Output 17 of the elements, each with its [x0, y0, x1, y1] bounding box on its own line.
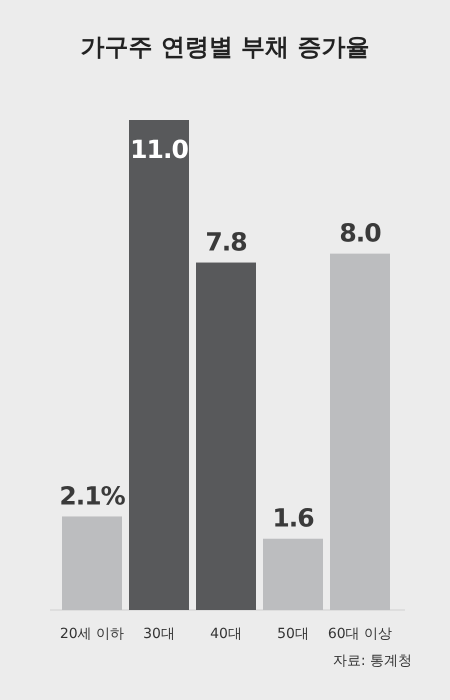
x-tick-label: 60대 이상 — [328, 626, 392, 642]
bar — [62, 516, 122, 610]
x-tick-label: 30대 — [143, 626, 175, 642]
x-tick-label: 50대 — [277, 626, 309, 642]
data-label: 11.0 — [130, 135, 188, 164]
bar — [263, 538, 323, 610]
data-label: 7.8 — [205, 228, 247, 257]
data-label: 1.6 — [272, 504, 314, 533]
bar — [330, 254, 390, 610]
data-label: 8.0 — [339, 218, 382, 248]
bar — [129, 120, 189, 610]
x-tick-label: 20세 이하 — [60, 626, 124, 642]
bar — [196, 262, 256, 610]
x-tick-label: 40대 — [210, 626, 242, 642]
chart-title: 가구주 연령별 부채 증가율 — [80, 33, 370, 61]
data-label: 2.1% — [59, 481, 126, 510]
text: 자료: 통계청 — [332, 653, 412, 669]
